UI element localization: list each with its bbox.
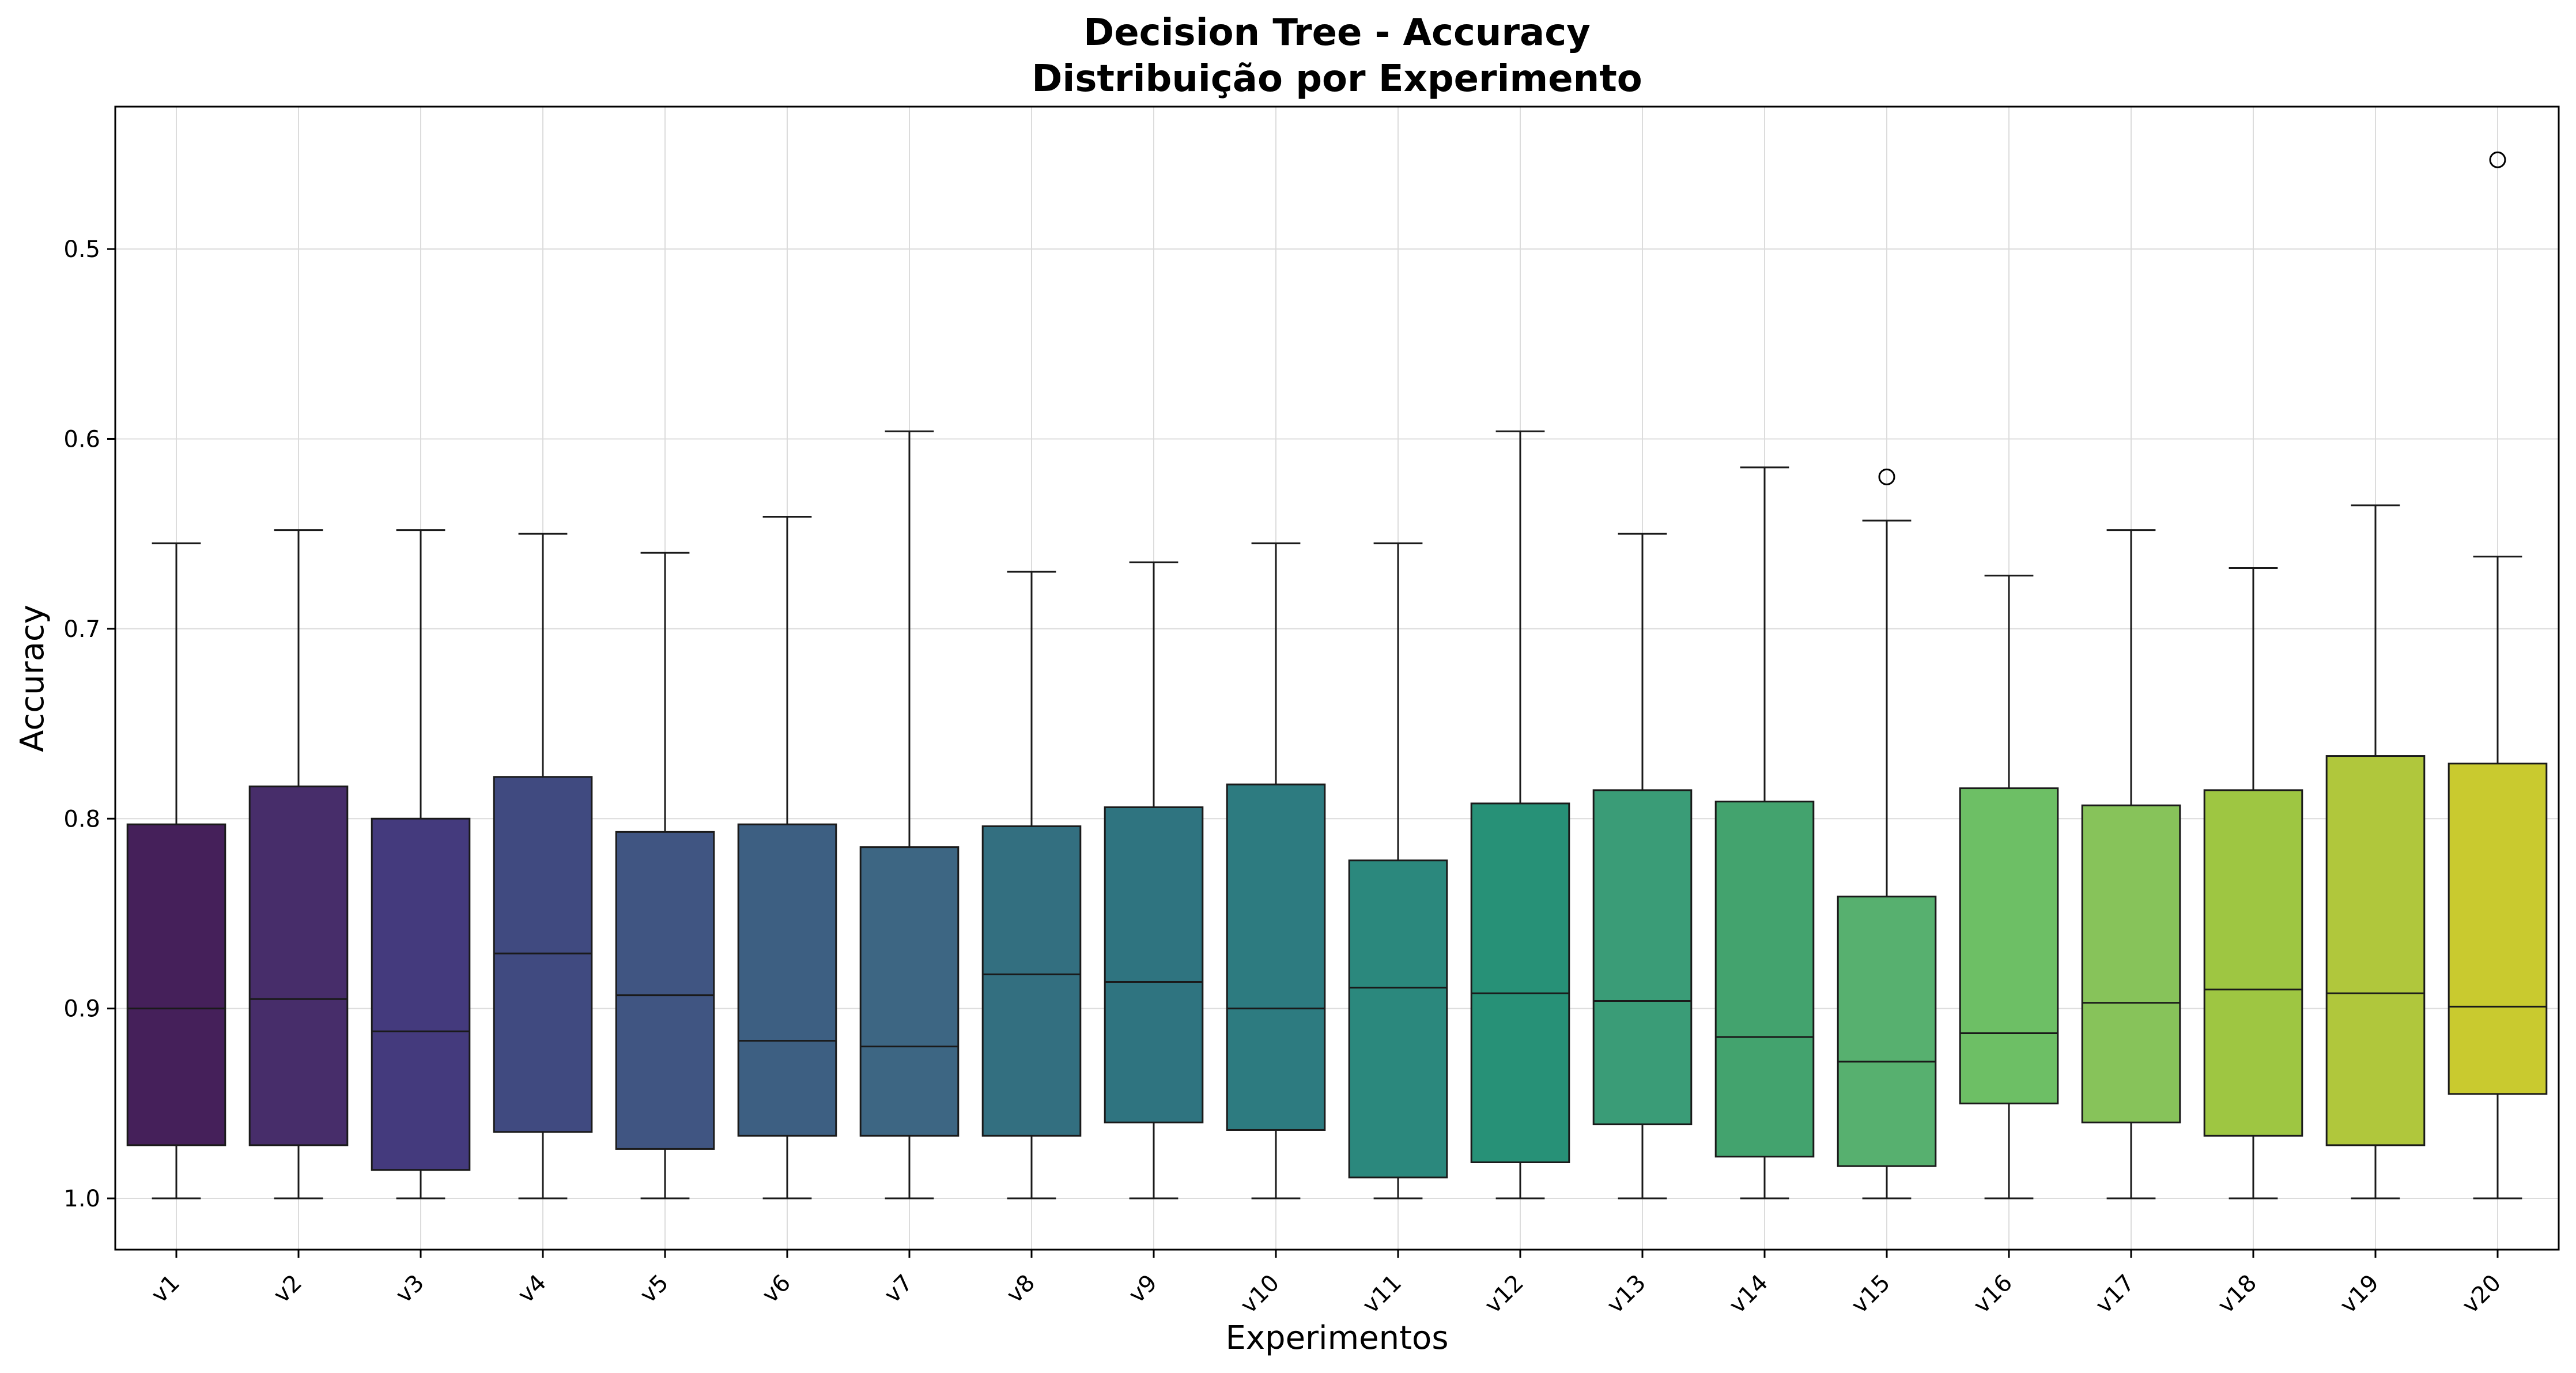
box-v2 (248, 529, 349, 1200)
iqr-box (615, 831, 715, 1150)
iqr-box (1470, 802, 1570, 1163)
y-tick-label: 0.7 (63, 616, 100, 643)
box-v6 (737, 516, 837, 1200)
iqr-box (2081, 804, 2181, 1123)
iqr-box (126, 823, 226, 1146)
iqr-box (1226, 783, 1326, 1131)
box-v7 (859, 430, 960, 1200)
y-tick-label: 0.5 (63, 236, 100, 263)
box-v15 (1837, 468, 1937, 1200)
box-v18 (2203, 567, 2303, 1200)
y-axis-label: Accuracy (14, 605, 51, 752)
box-v16 (1959, 575, 2059, 1200)
iqr-box (981, 825, 1082, 1137)
box-v9 (1104, 561, 1204, 1200)
iqr-box (1348, 859, 1448, 1179)
box-v5 (615, 552, 715, 1200)
plot-frame (114, 105, 2560, 1251)
box-v1 (126, 542, 226, 1200)
outlier-point (1878, 468, 1895, 485)
box-v14 (1714, 466, 1815, 1200)
box-v8 (981, 571, 1082, 1200)
y-axis-ticks: 0.5 0.6 0.7 0.8 0.9 1.0 (63, 236, 115, 1212)
iqr-box (1104, 806, 1204, 1123)
iqr-box (493, 776, 593, 1133)
y-tick-label: 1.0 (63, 1186, 100, 1212)
box-v17 (2081, 529, 2181, 1200)
box-v20 (2447, 151, 2548, 1200)
chart-title: Decision Tree - Accuracy (1083, 12, 1591, 54)
box-v12 (1470, 430, 1570, 1200)
box-v13 (1592, 533, 1693, 1200)
box-plot-series (126, 151, 2548, 1200)
iqr-box (248, 785, 349, 1146)
iqr-box (737, 823, 837, 1137)
box-v19 (2325, 504, 2426, 1200)
iqr-box (2325, 755, 2426, 1146)
iqr-box (1837, 895, 1937, 1167)
iqr-box (1959, 787, 2059, 1104)
iqr-box (1714, 801, 1815, 1158)
iqr-box (371, 817, 471, 1171)
box-v4 (493, 533, 593, 1200)
y-tick-label: 0.8 (63, 806, 100, 832)
iqr-box (2447, 763, 2548, 1095)
y-tick-label: 0.6 (63, 426, 100, 452)
iqr-box (2203, 789, 2303, 1137)
iqr-box (1592, 789, 1693, 1126)
iqr-box (859, 846, 960, 1137)
box-v10 (1226, 542, 1326, 1200)
outlier-point (2489, 151, 2506, 168)
chart-subtitle: Distribuição por Experimento (1032, 58, 1642, 100)
y-tick-label: 0.9 (63, 996, 100, 1023)
box-v11 (1348, 542, 1448, 1200)
x-axis-label: Experimentos (1226, 1319, 1449, 1357)
box-v3 (371, 529, 471, 1200)
